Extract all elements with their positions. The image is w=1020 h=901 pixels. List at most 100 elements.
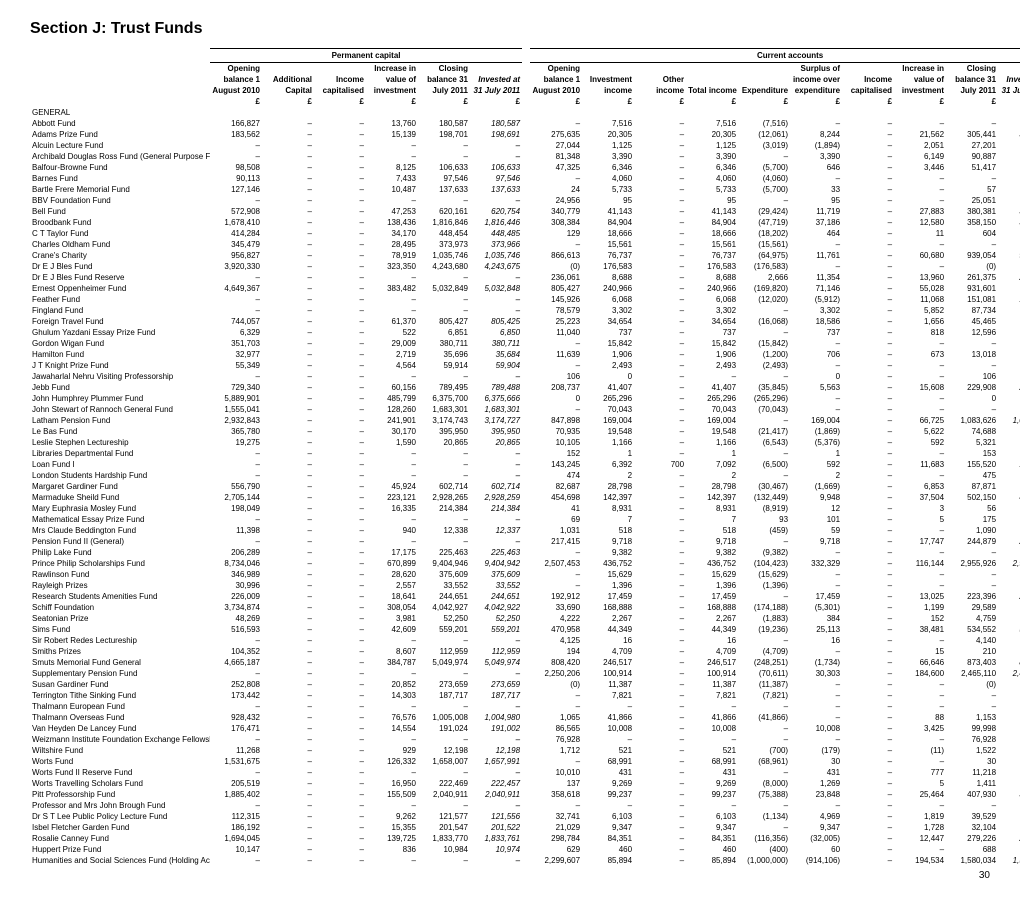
cell: –	[946, 580, 998, 591]
cell: 940	[366, 525, 418, 536]
cell: 789,495	[418, 382, 470, 393]
cell: (1,869)	[790, 426, 842, 437]
cell: 175	[998, 514, 1020, 525]
cell: –	[998, 580, 1020, 591]
cell: 1,035,746	[418, 250, 470, 261]
cell: 70,043	[582, 404, 634, 415]
cell: 153	[946, 448, 998, 459]
table-row: Balfour-Browne Fund98,508––8,125106,6331…	[30, 162, 1020, 173]
table-row: Supplementary Pension Fund––––––2,250,20…	[30, 668, 1020, 679]
cell: 1,153	[998, 712, 1020, 723]
cell: 1,046	[998, 525, 1020, 536]
col-header	[314, 63, 366, 75]
cell: 151,081	[946, 294, 998, 305]
cell: –	[842, 151, 894, 162]
cell: 82,687	[530, 481, 582, 492]
cell: 5,321	[946, 437, 998, 448]
fund-name: Margaret Gardiner Fund	[30, 481, 210, 492]
cell: –	[262, 349, 314, 360]
cell: –	[998, 701, 1020, 712]
trust-funds-table: Permanent capital Current accounts Openi…	[30, 48, 1020, 866]
cell: –	[634, 811, 686, 822]
cell: –	[842, 250, 894, 261]
cell: 260,474	[998, 272, 1020, 283]
cell: 873,403	[946, 657, 998, 668]
cell: –	[418, 294, 470, 305]
cell: 30	[946, 756, 998, 767]
cell: –	[894, 525, 946, 536]
cell: 194	[530, 646, 582, 657]
cell: 27,108	[998, 140, 1020, 151]
cell: 97,546	[470, 173, 522, 184]
cell: 99,150	[998, 723, 1020, 734]
cell: 244,651	[470, 591, 522, 602]
cell: 6,068	[686, 294, 738, 305]
cell: 226,009	[210, 591, 262, 602]
cell: 201,522	[470, 822, 522, 833]
cell: 1,833,770	[418, 833, 470, 844]
cell: 143,245	[530, 459, 582, 470]
cell: 20,305	[582, 129, 634, 140]
cell: 17,747	[894, 536, 946, 547]
cell: 13,960	[894, 272, 946, 283]
cell: –	[314, 536, 366, 547]
cell: –	[842, 822, 894, 833]
cell: –	[262, 745, 314, 756]
cell: (914,106)	[790, 855, 842, 866]
cell: 1,125	[686, 140, 738, 151]
cell: (47,719)	[738, 217, 790, 228]
col-header: July 2011	[418, 85, 470, 96]
fund-name: Libraries Departmental Fund	[30, 448, 210, 459]
cell: –	[842, 470, 894, 481]
cell: (19,236)	[738, 624, 790, 635]
cell: –	[738, 470, 790, 481]
cell: 592	[894, 437, 946, 448]
cell: 8,931	[686, 503, 738, 514]
cell: –	[842, 239, 894, 250]
cell: –	[842, 305, 894, 316]
cell: 2,507,453	[530, 558, 582, 569]
cell: 14,303	[366, 690, 418, 701]
cell: 15,629	[686, 569, 738, 580]
cell: 3,174,727	[470, 415, 522, 426]
col-header: Income	[842, 74, 894, 85]
cell: –	[314, 690, 366, 701]
cell: 21,029	[530, 822, 582, 833]
cell: 931,601	[946, 283, 998, 294]
cell: –	[894, 371, 946, 382]
cell: –	[314, 547, 366, 558]
cell: 168,888	[686, 602, 738, 613]
cell: –	[946, 360, 998, 371]
cell: (5,376)	[790, 437, 842, 448]
cell: –	[262, 239, 314, 250]
cell: 44,349	[686, 624, 738, 635]
cell: 651	[998, 844, 1020, 855]
cell: 1,816,446	[470, 217, 522, 228]
cell: –	[210, 140, 262, 151]
col-header: £	[790, 96, 842, 107]
cell: –	[842, 602, 894, 613]
fund-name: Jawaharlal Nehru Visiting Professorship	[30, 371, 210, 382]
cell: –	[894, 635, 946, 646]
cell: 11,683	[894, 459, 946, 470]
cell: 244,879	[946, 536, 998, 547]
cell: (0)	[946, 679, 998, 690]
cell: 1,728	[894, 822, 946, 833]
cell: 210	[998, 646, 1020, 657]
cell: 12,337	[470, 525, 522, 536]
cell: –	[738, 371, 790, 382]
cell: 1,005,008	[418, 712, 470, 723]
col-header: £	[470, 96, 522, 107]
cell: –	[634, 382, 686, 393]
cell: 1,166	[686, 437, 738, 448]
cell: 9,948	[790, 492, 842, 503]
cell: (18,202)	[738, 228, 790, 239]
cell: 11,761	[790, 250, 842, 261]
cell: –	[262, 767, 314, 778]
cell: –	[530, 701, 582, 712]
cell: 60	[790, 844, 842, 855]
cell: –	[470, 272, 522, 283]
cell: 670,899	[366, 558, 418, 569]
cell: –	[842, 734, 894, 745]
cell: 1,906	[686, 349, 738, 360]
